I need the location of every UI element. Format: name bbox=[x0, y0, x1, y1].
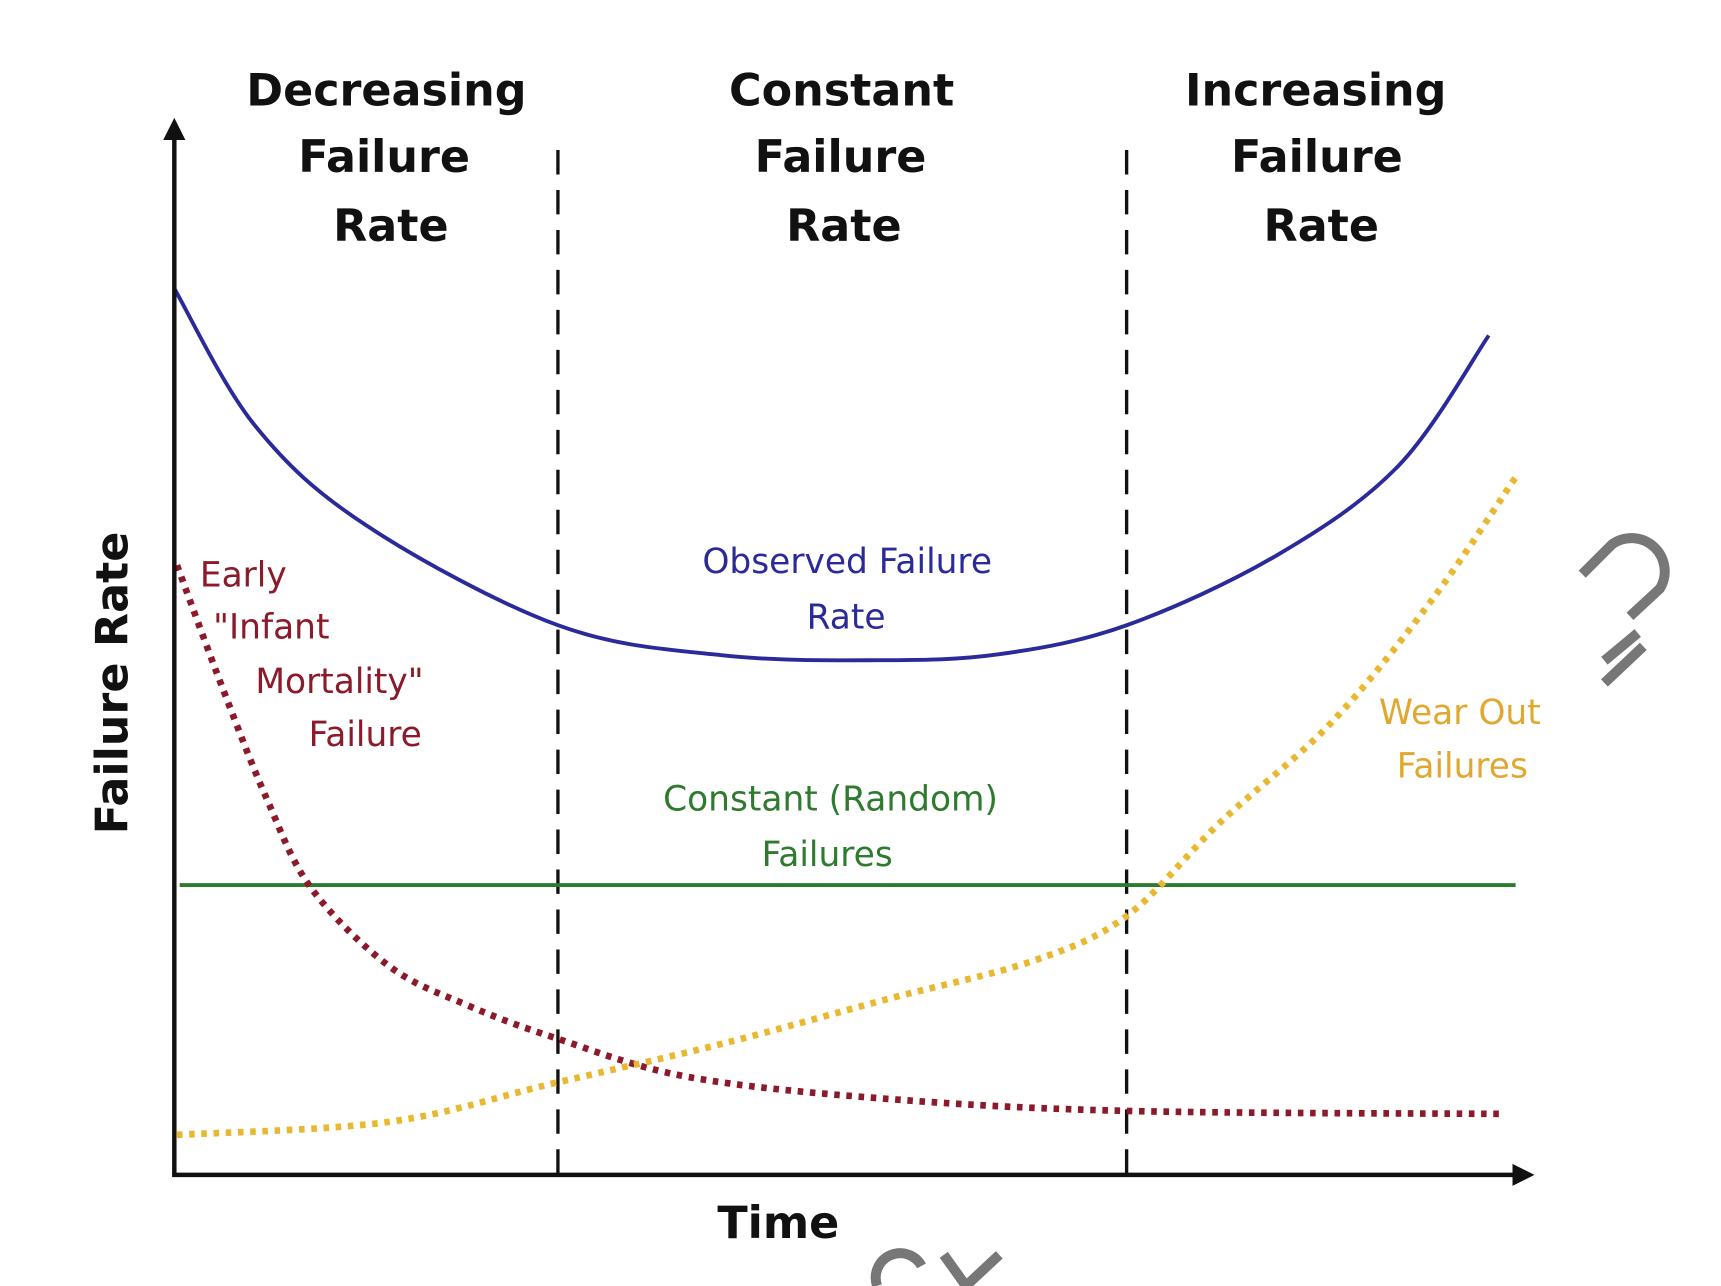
wear-out-label: Wear Out Failures bbox=[1379, 693, 1541, 786]
y-axis-label: Failure Rate bbox=[88, 532, 139, 835]
constant-failures-label: Constant (Random) Failures bbox=[663, 780, 998, 876]
series-label-line: Constant (Random) bbox=[663, 780, 998, 820]
region-title-line: Rate bbox=[333, 201, 449, 252]
region-title-line: Rate bbox=[786, 201, 902, 252]
series-label-line: Observed Failure bbox=[702, 542, 992, 582]
series-label-line: Rate bbox=[807, 598, 886, 638]
series-label-line: Wear Out bbox=[1379, 693, 1541, 733]
region-title-line: Failure bbox=[755, 132, 927, 183]
region-title-line: Failure bbox=[298, 132, 470, 183]
region-title-line: Rate bbox=[1264, 201, 1380, 252]
series-label-line: Failures bbox=[1397, 746, 1528, 786]
infant-mortality-curve bbox=[173, 564, 1500, 1118]
observed-failure-rate-curve bbox=[172, 287, 1491, 663]
region-title-line: Failure bbox=[1231, 132, 1403, 183]
region-title-line: Increasing bbox=[1185, 66, 1446, 117]
series-label-line: Mortality" bbox=[255, 662, 423, 702]
series-label-line: Failure bbox=[309, 715, 422, 755]
region-title-constant: Constant Failure Rate bbox=[729, 66, 954, 252]
series-label-line: "Infant bbox=[213, 608, 329, 648]
region-title-line: Decreasing bbox=[246, 66, 526, 117]
wear-out-curve bbox=[176, 475, 1519, 1139]
series-label-line: Early bbox=[200, 555, 287, 595]
observed-failure-rate-label: Observed Failure Rate bbox=[702, 542, 992, 638]
region-title-increasing: Increasing Failure Rate bbox=[1185, 66, 1446, 252]
series-label-line: Failures bbox=[762, 835, 893, 875]
x-axis-label: Time bbox=[717, 1198, 839, 1249]
region-title-decreasing: Decreasing Failure Rate bbox=[246, 66, 526, 252]
infant-mortality-label: Early "Infant Mortality" Failure bbox=[200, 555, 424, 755]
region-title-line: Constant bbox=[729, 66, 954, 117]
